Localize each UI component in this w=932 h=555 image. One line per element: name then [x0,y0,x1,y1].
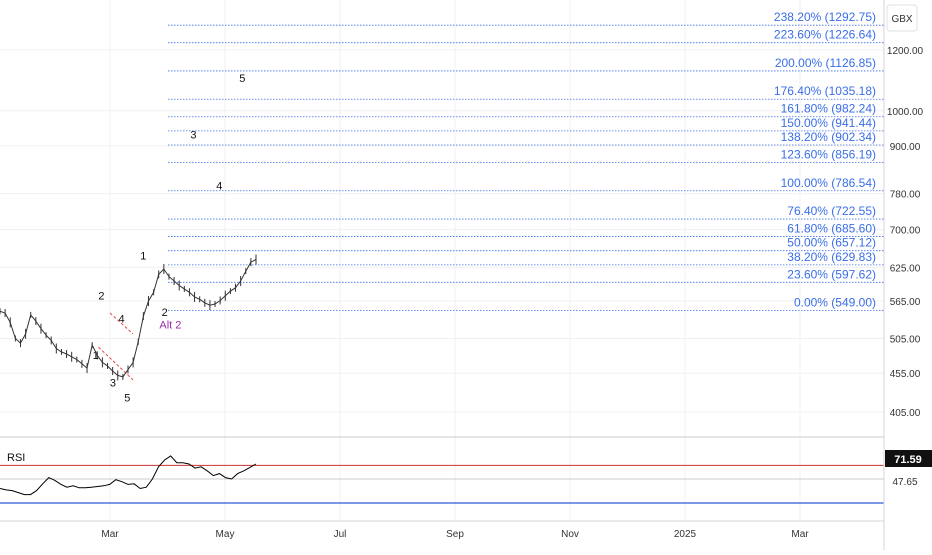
price-tick-label: 405.00 [890,408,921,419]
price-tick-label: 780.00 [890,190,921,201]
price-tick-label: 1000.00 [887,107,924,118]
rsi-mid-label: 47.65 [892,477,917,488]
fib-level-label: 138.20% (902.34) [781,130,876,144]
channel-line [98,346,134,381]
time-tick-label: Mar [101,529,119,540]
price-tick-label: 455.00 [890,369,921,380]
fib-level-label: 223.60% (1226.64) [774,28,876,42]
rsi-value-badge [885,450,932,467]
grid [0,0,884,521]
price-series [0,254,257,381]
fib-level-label: 176.40% (1035.18) [774,84,876,98]
fib-level-label: 238.20% (1292.75) [774,10,876,24]
fib-level-label: 161.80% (982.24) [781,102,876,116]
fib-level-label: 100.00% (786.54) [781,176,876,190]
wave-label: 1 [93,350,99,362]
fib-level-label: 38.20% (629.83) [787,250,876,264]
wave-label: 1 [140,250,146,262]
price-tick-label: 565.00 [890,297,921,308]
wave-label: 2 [98,290,104,302]
price-axis[interactable]: 1200.00 1000.00 900.00 780.00 700.00 625.00 56… [887,46,924,419]
wave-channel [98,312,134,381]
rsi-title: RSI [7,452,25,464]
fibonacci-levels: 238.20% (1292.75) 223.60% (1226.64) 200.00… [168,10,884,312]
time-tick-label: Jul [334,529,347,540]
fib-level-label: 23.60% (597.62) [787,267,876,281]
time-tick-label: May [216,529,235,540]
price-tick-label: 900.00 [890,142,921,153]
price-line [0,259,257,378]
time-tick-label: Mar [791,529,809,540]
time-tick-label: Nov [561,529,579,540]
rsi-line [0,455,257,496]
currency-button-frame[interactable] [886,4,918,32]
wave-label: 4 [216,180,222,192]
time-axis[interactable]: Mar May Jul Sep Nov 2025 Mar [101,529,809,540]
wave-labels: 1 2 3 4 5 1 2 3 4 5 Alt 2 [93,73,246,404]
fib-level-label: 76.40% (722.55) [787,204,876,218]
wave-label: 4 [118,313,124,325]
fib-level-label: 200.00% (1126.85) [775,56,876,70]
price-tick-label: 625.00 [890,263,921,274]
currency-label[interactable]: GBX [891,14,912,25]
currency-button[interactable]: GBX [886,4,918,32]
fib-level-label: 150.00% (941.44) [781,116,876,130]
price-tick-label: 700.00 [890,226,921,237]
time-tick-label: 2025 [674,529,697,540]
price-tick-label: 505.00 [890,334,921,345]
wave-label: 5 [124,392,130,404]
time-tick-label: Sep [446,529,464,540]
fib-level-label: 61.80% (685.60) [787,222,876,236]
fib-level-label: 0.00% (549.00) [794,296,876,310]
wave-label: 5 [239,73,245,85]
price-tick-label: 1200.00 [887,46,924,57]
rsi-pane: 71.59 47.65 [0,450,932,504]
rsi-value-label: 71.59 [894,454,922,466]
channel-line [109,312,134,335]
wave-label: 3 [190,130,196,142]
alt-wave-label: Alt 2 [159,320,181,332]
fib-level-label: 50.00% (657.12) [787,236,876,250]
fib-level-label: 123.60% (856.19) [781,148,876,162]
wave-label: 3 [110,378,116,390]
wave-label: 2 [162,307,168,319]
